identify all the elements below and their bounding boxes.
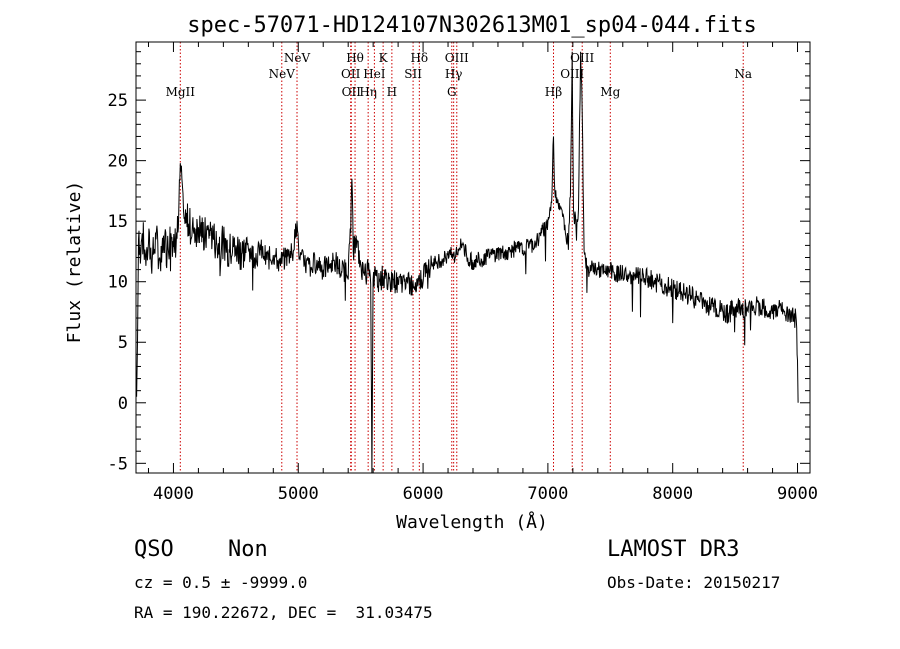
line-label: OII — [342, 85, 362, 99]
line-label-layer: MgII NeV NeV OII OII Hθ Hη HeI K H SII Hδ OIII Hγ G Hβ O… — [166, 51, 752, 99]
line-label: Hβ — [545, 85, 562, 99]
x-tick-label: 7000 — [527, 484, 568, 504]
y-tick-label: 15 — [108, 212, 128, 232]
line-label: Mg — [600, 85, 620, 99]
y-tick-label: 10 — [108, 273, 128, 293]
line-label: OIII — [445, 51, 469, 65]
x-tick-label: 5000 — [278, 484, 319, 504]
observation-date: Obs-Date: 20150217 — [607, 573, 781, 592]
line-label: Hη — [359, 85, 377, 99]
line-label: H — [387, 85, 397, 99]
axis-ticks: 4000 5000 6000 7000 8000 9000 -5 0 5 10 15 20 25 — [108, 42, 818, 504]
spectrum-layer — [136, 51, 799, 474]
line-label: OII — [341, 67, 361, 81]
survey-name: LAMOST DR3 — [607, 537, 740, 562]
line-label: K — [379, 51, 389, 65]
spectrum-series-line — [136, 51, 799, 474]
x-axis-label: Wavelength (Å) — [396, 511, 548, 533]
line-label: Hδ — [410, 51, 428, 65]
object-subclass: Non — [228, 537, 268, 562]
coordinates: RA = 190.22672, DEC = 31.03475 — [134, 603, 433, 622]
line-label: OIII — [560, 67, 584, 81]
line-label: Hθ — [346, 51, 364, 65]
line-label: HeI — [363, 67, 386, 81]
line-label: SII — [404, 67, 422, 81]
line-label: Hγ — [445, 67, 463, 81]
x-tick-label: 4000 — [153, 484, 194, 504]
line-label: Na — [734, 67, 752, 81]
y-tick-label: 25 — [108, 91, 128, 111]
y-axis-label: Flux (relative) — [64, 181, 85, 344]
y-tick-label: 20 — [108, 152, 128, 172]
y-tick-label: 0 — [118, 394, 128, 414]
line-label: MgII — [166, 85, 196, 99]
chart-title: spec-57071-HD124107N302613M01_sp04-044.f… — [187, 13, 757, 38]
line-label: G — [447, 85, 457, 99]
redshift-info: cz = 0.5 ± -9999.0 — [134, 573, 308, 592]
object-class: QSO — [134, 537, 174, 562]
x-tick-label: 6000 — [403, 484, 444, 504]
line-label: OIII — [570, 51, 594, 65]
x-tick-label: 9000 — [777, 484, 818, 504]
line-label: NeV — [284, 51, 311, 65]
y-tick-label: -5 — [108, 454, 128, 474]
line-label: NeV — [269, 67, 296, 81]
x-tick-label: 8000 — [652, 484, 693, 504]
y-tick-label: 5 — [118, 333, 128, 353]
